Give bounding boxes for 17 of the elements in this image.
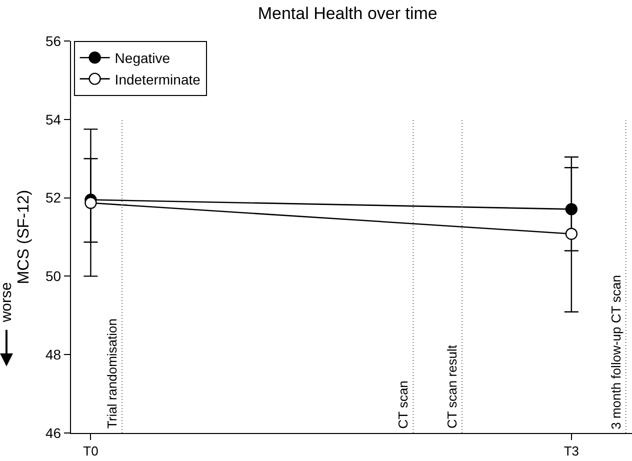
y-tick-label: 56 (46, 32, 62, 49)
y-axis-title: MCS (SF-12) (15, 190, 32, 284)
annotation: worse (0, 282, 15, 324)
y-tick-label: 54 (46, 111, 62, 128)
x-tick-label: T3 (564, 444, 580, 459)
y-tick-label: 52 (46, 190, 62, 206)
legend-label: Negative (114, 50, 170, 66)
legend-label: Indeterminate (114, 71, 201, 88)
annotation: Trial randomisation (104, 318, 120, 429)
y-tick-label: 48 (46, 346, 62, 362)
y-tick-label: 46 (46, 424, 62, 441)
annotation: CT scan result (444, 344, 460, 429)
annotation: CT scan (396, 380, 411, 429)
annotation: 3 month follow-up CT scan (608, 274, 624, 430)
y-tick-label: 50 (46, 268, 62, 284)
x-tick-label: T0 (83, 444, 98, 459)
chart-title: Mental Health over time (258, 4, 438, 23)
